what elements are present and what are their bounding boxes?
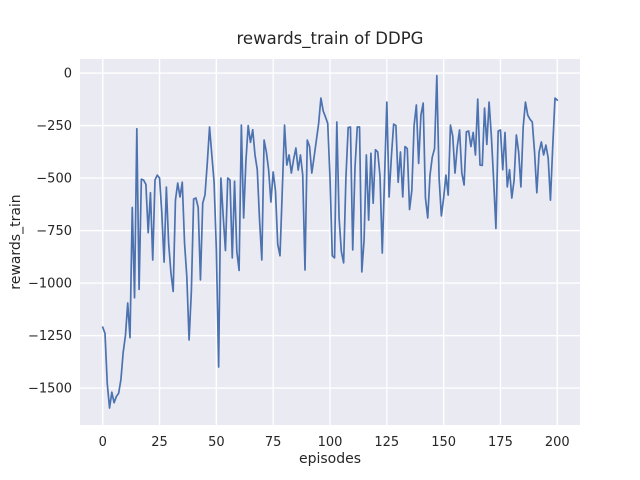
x-tick-label: 50: [208, 435, 225, 450]
y-tick-label: −750: [36, 224, 72, 239]
x-tick-label: 125: [374, 435, 399, 450]
x-tick-label: 175: [488, 435, 513, 450]
x-tick-label: 200: [545, 435, 570, 450]
x-tick-label: 100: [318, 435, 343, 450]
y-tick-label: −1500: [28, 381, 72, 396]
y-tick-label: −1250: [28, 329, 72, 344]
y-tick-label: −1000: [28, 276, 72, 291]
chart-title: rewards_train of DDPG: [236, 29, 424, 48]
x-axis-label: episodes: [298, 451, 362, 467]
y-tick-label: −250: [36, 119, 72, 134]
x-tick-label: 75: [265, 435, 282, 450]
series-line-rewards_train: [101, 74, 559, 409]
x-tick-label: 150: [431, 435, 456, 450]
x-tick-label: 0: [99, 435, 107, 450]
y-tick-label: −500: [36, 171, 72, 186]
y-tick-label: 0: [64, 66, 72, 81]
x-tick-label: 25: [151, 435, 168, 450]
y-axis-label: rewards_train: [8, 194, 24, 290]
